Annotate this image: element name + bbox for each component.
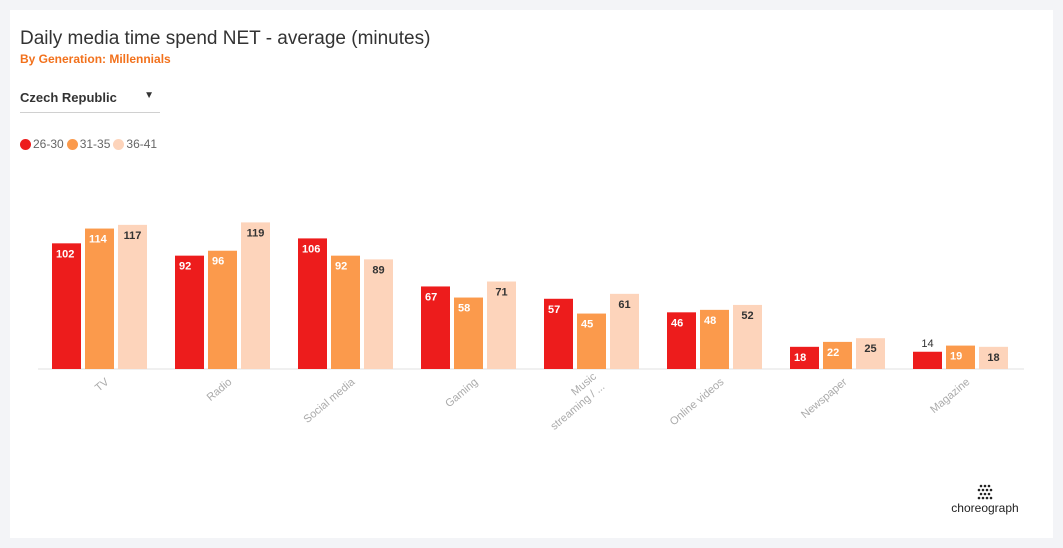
legend-dot	[20, 138, 31, 150]
data-label: 114	[89, 234, 108, 246]
legend-label: 31-35	[79, 137, 111, 151]
data-label: 61	[618, 299, 630, 311]
bar	[979, 346, 1008, 369]
bar	[52, 243, 81, 369]
country-dropdown-value: Czech Republic	[20, 90, 117, 105]
bar	[208, 250, 237, 369]
chevron-down-icon[interactable]: ▼	[144, 90, 154, 101]
x-tick-label-line: Magazine	[928, 376, 972, 416]
bar	[610, 293, 639, 369]
bar	[856, 338, 885, 369]
bar	[733, 304, 762, 369]
x-tick-label: TV	[93, 376, 112, 395]
legend-item[interactable]: 36-41	[113, 137, 157, 151]
bar	[421, 286, 450, 369]
country-dropdown[interactable]: Czech Republic ▼	[20, 86, 160, 113]
bar	[454, 297, 483, 369]
x-tick-label-line: Radio	[205, 376, 235, 404]
x-tick-label: Gaming	[443, 376, 480, 410]
legend-label: 26-30	[33, 137, 64, 151]
data-label: 52	[741, 310, 753, 322]
data-label: 14	[921, 338, 933, 350]
data-label: 46	[671, 317, 683, 329]
x-tick-label-line: Gaming	[443, 376, 480, 410]
chart-subtitle: By Generation: Millennials	[20, 52, 171, 66]
legend-item[interactable]: 26-30	[20, 137, 64, 151]
bar	[823, 341, 852, 369]
legend-dot	[66, 138, 78, 150]
bar	[913, 351, 942, 369]
legend-item[interactable]: 31-35	[66, 137, 111, 151]
data-label: 57	[548, 304, 560, 316]
bar	[667, 312, 696, 369]
x-tick-label: Newspaper	[799, 376, 850, 421]
bar	[577, 313, 606, 369]
bar	[790, 346, 819, 369]
logo-text: choreograph	[951, 501, 1019, 515]
bar	[700, 309, 729, 369]
x-tick-label-line: Social media	[301, 376, 358, 426]
x-tick-label-line: Online videos	[668, 376, 727, 428]
data-label: 92	[179, 261, 191, 273]
data-label: 89	[372, 264, 384, 276]
legend-dot	[113, 138, 125, 150]
choreograph-logo: choreograph	[945, 482, 1025, 522]
data-label: 48	[704, 315, 716, 327]
x-tick-label: Magazine	[928, 376, 972, 416]
x-tick-label: Musicstreaming / ...	[540, 370, 607, 432]
data-label: 45	[581, 319, 593, 331]
x-tick-label: Social media	[301, 376, 358, 426]
x-tick-label-line: TV	[93, 376, 112, 395]
bar	[487, 281, 516, 369]
bar	[946, 345, 975, 369]
x-tick-label: Radio	[205, 376, 235, 404]
x-tick-label-line: Newspaper	[799, 376, 850, 421]
bar	[118, 224, 147, 369]
data-label: 58	[458, 303, 470, 315]
bar	[331, 255, 360, 369]
bar	[544, 298, 573, 369]
data-label: 119	[247, 227, 265, 239]
data-label: 102	[56, 248, 74, 260]
data-label: 67	[425, 291, 437, 303]
data-label: 22	[827, 347, 839, 359]
bar	[175, 255, 204, 369]
chart-title: Daily media time spend NET - average (mi…	[20, 28, 431, 49]
bar	[241, 222, 270, 369]
data-label: 96	[212, 256, 224, 268]
bar	[85, 228, 114, 369]
data-label: 25	[864, 343, 876, 355]
data-label: 18	[794, 352, 806, 364]
bar	[364, 259, 393, 369]
data-label: 92	[335, 261, 347, 273]
data-label: 106	[302, 243, 320, 255]
data-label: 71	[495, 287, 507, 299]
data-label: 19	[950, 351, 962, 363]
choreograph-logo-icon	[977, 484, 993, 500]
data-label: 117	[124, 230, 142, 242]
legend-label: 36-41	[126, 137, 158, 151]
x-tick-label: Online videos	[668, 376, 727, 428]
chart-legend: 26-30 31-35 36-41	[20, 137, 160, 151]
bar	[298, 238, 327, 369]
data-label: 18	[987, 352, 999, 364]
